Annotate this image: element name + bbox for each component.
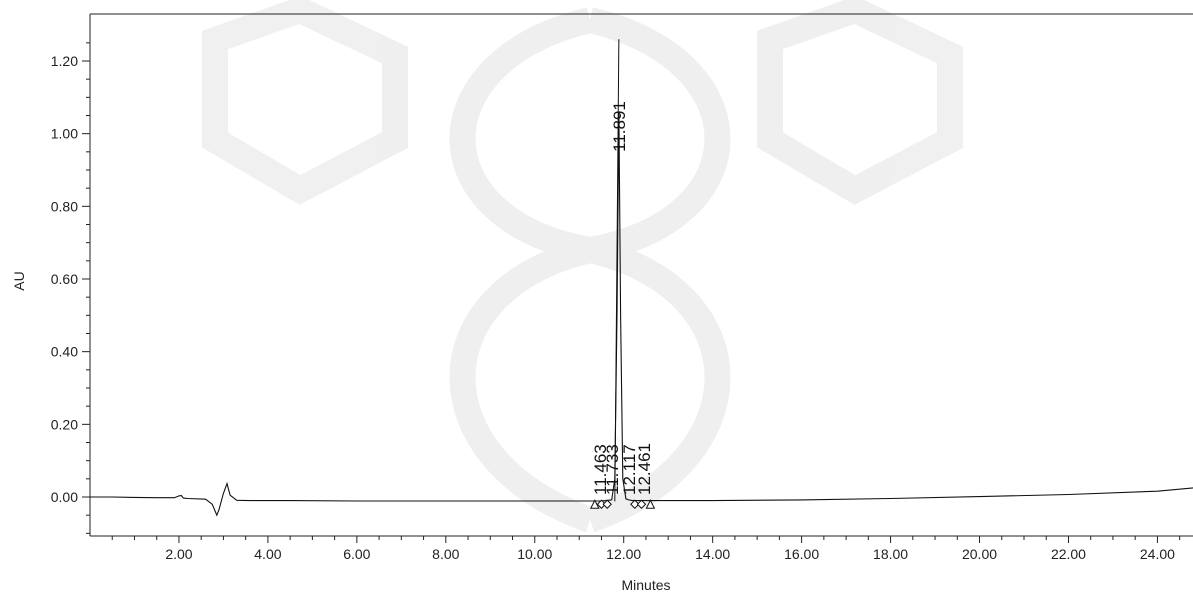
x-tick-label: 6.00 <box>343 546 370 562</box>
watermark <box>202 0 963 533</box>
x-tick-label: 10.00 <box>517 546 552 562</box>
x-tick-label: 4.00 <box>254 546 281 562</box>
peak-label: 11.733 <box>603 444 622 495</box>
y-tick-label: 0.00 <box>51 489 78 505</box>
x-tick-label: 18.00 <box>873 546 908 562</box>
x-axis-label: Minutes <box>621 577 670 593</box>
integration-line <box>614 39 620 502</box>
peak-markers <box>589 499 656 509</box>
x-tick-label: 12.00 <box>606 546 641 562</box>
triangle-marker <box>645 499 656 509</box>
y-tick-label: 0.80 <box>51 198 78 214</box>
x-tick-label: 22.00 <box>1051 546 1086 562</box>
x-tick-label: 14.00 <box>695 546 730 562</box>
peak-label: 11.463 <box>591 444 610 495</box>
y-tick-label: 1.00 <box>51 126 78 142</box>
x-tick-label: 24.00 <box>1140 546 1175 562</box>
y-axis-ticks: 0.00 0.20 0.40 0.60 0.80 1.00 1.20 <box>51 42 90 534</box>
y-tick-label: 0.20 <box>51 416 78 432</box>
x-tick-label: 8.00 <box>432 546 459 562</box>
x-tick-label: 2.00 <box>165 546 192 562</box>
y-tick-label: 1.20 <box>51 53 78 69</box>
peak-label: 11.891 <box>610 101 629 152</box>
y-axis-label: AU <box>11 271 27 290</box>
x-axis-ticks: 2.00 4.00 6.00 8.00 10.00 12.00 14.00 16.00 18.0… <box>111 536 1181 562</box>
peak-label: 12.117 <box>620 444 639 495</box>
y-tick-label: 0.40 <box>51 344 78 360</box>
axes <box>89 13 1193 537</box>
diamond-marker <box>602 499 612 509</box>
x-tick-label: 20.00 <box>962 546 997 562</box>
chromatogram-trace <box>90 111 1193 517</box>
x-tick-label: 16.00 <box>784 546 819 562</box>
peak-label: 12.461 <box>635 443 654 495</box>
diamond-marker <box>630 499 640 509</box>
y-tick-label: 0.60 <box>51 271 78 287</box>
diamond-marker <box>636 499 647 509</box>
